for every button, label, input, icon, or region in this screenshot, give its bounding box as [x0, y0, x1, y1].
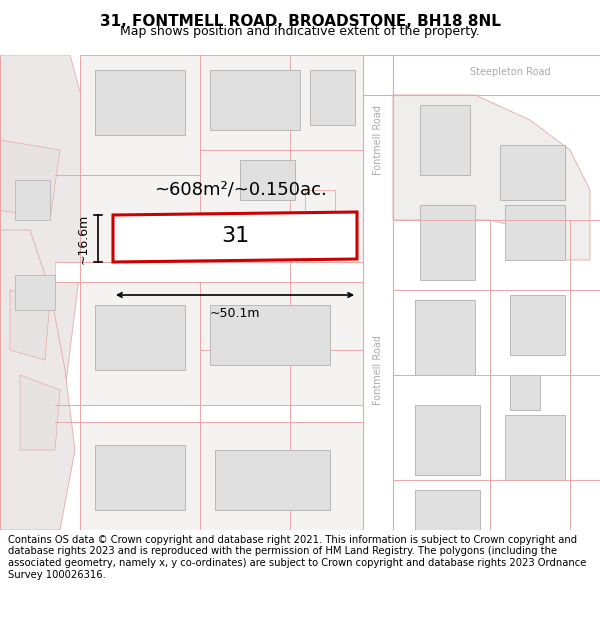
Bar	[210, 305, 330, 365]
Polygon shape	[0, 55, 55, 530]
Polygon shape	[0, 140, 60, 220]
Bar	[500, 145, 565, 200]
Polygon shape	[113, 212, 357, 262]
Bar	[240, 160, 295, 200]
Text: Contains OS data © Crown copyright and database right 2021. This information is : Contains OS data © Crown copyright and d…	[8, 535, 586, 579]
Polygon shape	[200, 55, 363, 150]
Polygon shape	[80, 175, 200, 262]
Bar	[305, 190, 335, 225]
Polygon shape	[80, 422, 200, 530]
Polygon shape	[20, 375, 60, 450]
Polygon shape	[0, 55, 90, 530]
Bar	[95, 70, 185, 135]
Bar	[420, 105, 470, 175]
Bar	[415, 300, 475, 375]
Bar	[95, 445, 185, 510]
Bar	[215, 450, 330, 510]
Bar	[415, 490, 480, 530]
Polygon shape	[0, 230, 75, 530]
Bar	[415, 405, 480, 475]
Bar	[310, 70, 355, 125]
Bar	[95, 305, 185, 370]
Polygon shape	[200, 422, 363, 530]
Text: Fontmell Road: Fontmell Road	[373, 105, 383, 175]
Bar	[420, 205, 475, 280]
Polygon shape	[363, 55, 600, 95]
Polygon shape	[363, 55, 393, 530]
Text: ~608m²/~0.150ac.: ~608m²/~0.150ac.	[154, 181, 326, 199]
Bar	[510, 375, 540, 410]
Bar	[510, 295, 565, 355]
Text: ~50.1m: ~50.1m	[210, 307, 260, 320]
Polygon shape	[10, 290, 50, 360]
Text: ~16.6m: ~16.6m	[77, 213, 90, 264]
Bar	[505, 415, 565, 480]
Bar	[15, 180, 50, 220]
Text: Map shows position and indicative extent of the property.: Map shows position and indicative extent…	[120, 26, 480, 39]
Bar	[15, 275, 55, 310]
Polygon shape	[55, 262, 363, 282]
Text: Steepleton Road: Steepleton Road	[470, 67, 550, 77]
Polygon shape	[200, 150, 363, 262]
Text: Fontmell Road: Fontmell Road	[373, 335, 383, 405]
Polygon shape	[80, 55, 200, 175]
Bar	[210, 70, 300, 130]
Polygon shape	[80, 282, 200, 405]
Bar	[505, 205, 565, 260]
Text: 31: 31	[221, 226, 249, 246]
Polygon shape	[200, 282, 363, 405]
Text: 31, FONTMELL ROAD, BROADSTONE, BH18 8NL: 31, FONTMELL ROAD, BROADSTONE, BH18 8NL	[100, 14, 500, 29]
Polygon shape	[393, 95, 590, 260]
